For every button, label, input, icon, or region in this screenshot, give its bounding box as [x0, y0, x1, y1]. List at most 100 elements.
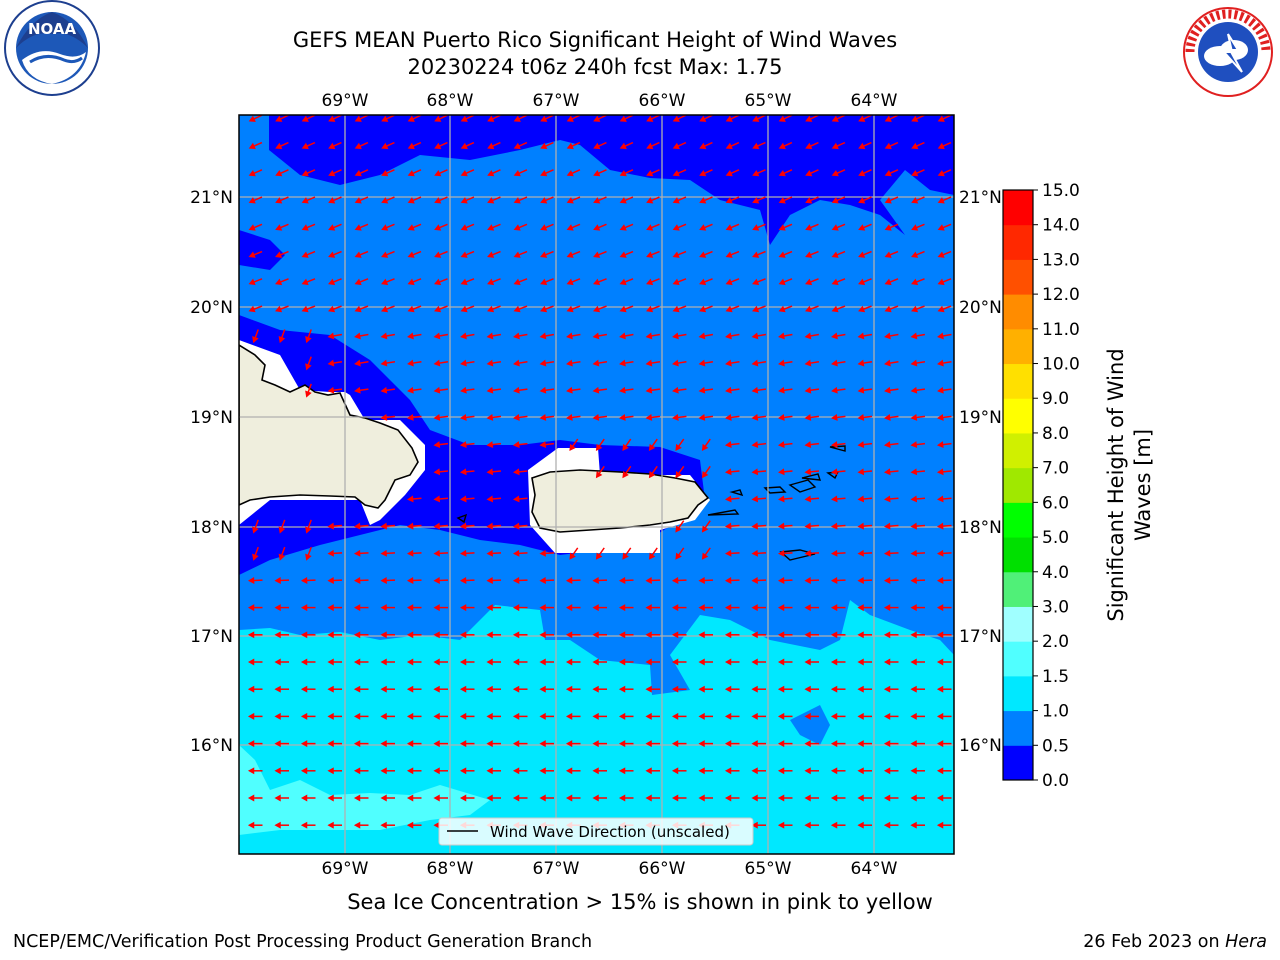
wave-direction-arrow [512, 549, 528, 557]
wave-direction-arrow [751, 549, 767, 557]
wave-direction-arrow [910, 413, 926, 421]
wave-direction-arrow [380, 359, 396, 367]
wave-direction-arrow [300, 577, 316, 584]
wave-direction-arrow [751, 631, 766, 639]
wave-direction-arrow [724, 577, 740, 584]
wave-direction-arrow [353, 821, 369, 829]
wave-direction-arrow [353, 740, 369, 748]
wave-direction-arrow [406, 821, 422, 829]
wave-direction-arrow [381, 169, 395, 177]
wave-direction-arrow [433, 767, 448, 775]
colorbar-tick-label: 1.5 [1042, 667, 1069, 687]
wave-direction-arrow [407, 250, 422, 258]
wave-direction-arrow [275, 169, 289, 177]
wave-direction-arrow [459, 604, 475, 612]
wave-direction-arrow [487, 169, 501, 177]
wave-direction-arrow [672, 141, 687, 150]
wave-direction-arrow [381, 250, 395, 258]
wave-direction-arrow [353, 767, 369, 775]
wave-direction-arrow [752, 141, 766, 150]
wave-direction-arrow [645, 685, 660, 693]
wave-direction-arrow [724, 441, 740, 449]
wave-direction-arrow [698, 740, 713, 748]
wave-direction-arrow [699, 169, 713, 177]
wave-direction-arrow [830, 604, 846, 612]
wave-direction-arrow [274, 767, 289, 775]
wave-direction-arrow [751, 305, 766, 313]
wave-direction-arrow [539, 359, 555, 367]
wave-direction-arrow [645, 413, 661, 421]
wave-direction-arrow [698, 631, 713, 639]
wave-direction-arrow [618, 712, 634, 720]
wave-direction-arrow [460, 332, 475, 340]
wave-direction-arrow [936, 495, 952, 503]
wave-direction-arrow [278, 546, 286, 561]
wave-direction-arrow [804, 441, 820, 449]
wave-direction-arrow [459, 522, 475, 530]
wave-direction-arrow [857, 305, 872, 313]
colorbar-label-line2: Waves [m] [1131, 429, 1155, 541]
lon-label-top: 64°W [851, 91, 898, 111]
wave-direction-arrow [672, 169, 687, 177]
wave-direction-arrow [381, 115, 395, 122]
wave-direction-arrow [487, 141, 501, 150]
wave-direction-arrow [857, 631, 872, 639]
map-frame [238, 114, 955, 855]
wave-direction-arrow [487, 250, 501, 258]
wave-direction-arrow [434, 169, 448, 177]
wave-direction-arrow [911, 250, 925, 258]
wave-direction-arrow [645, 767, 660, 775]
wave-direction-arrow [646, 278, 660, 286]
colorbar-segment [1003, 432, 1033, 469]
wave-direction-arrow [539, 549, 555, 557]
wave-direction-arrow [675, 465, 685, 479]
wave-direction-arrow [831, 196, 846, 204]
wave-direction-arrow [778, 413, 793, 421]
wave-direction-arrow [354, 305, 369, 313]
wave-direction-arrow [407, 305, 422, 313]
wave-direction-arrow [777, 549, 793, 557]
wave-direction-arrow [487, 223, 501, 231]
wave-direction-arrow [433, 441, 449, 449]
wave-direction-arrow [911, 278, 925, 286]
wave-direction-arrow [301, 278, 316, 286]
colorbar-segment [1003, 467, 1033, 503]
wave-direction-arrow [619, 115, 634, 122]
wave-direction-arrow [698, 305, 713, 313]
wave-direction-arrow [777, 767, 793, 775]
wave-direction-arrow [592, 631, 607, 639]
wave-direction-arrow [565, 767, 581, 775]
wave-direction-arrow [884, 386, 899, 394]
wave-direction-arrow [725, 278, 740, 286]
wave-direction-arrow [406, 577, 422, 584]
colorbar-segment [1003, 710, 1033, 746]
wave-direction-arrow [539, 740, 554, 748]
wave-direction-arrow [275, 278, 289, 286]
wave-direction-arrow [778, 169, 793, 177]
wave-direction-arrow [433, 658, 448, 666]
wave-direction-arrow [247, 577, 263, 584]
wave-direction-arrow [327, 794, 342, 802]
wave-direction-arrow [252, 546, 259, 561]
colorbar-segment [1003, 398, 1033, 434]
wave-direction-arrow [460, 141, 475, 150]
wave-direction-arrow [248, 250, 263, 258]
wave-direction-arrow [512, 604, 528, 612]
wave-direction-arrow [274, 658, 289, 666]
wave-direction-arrow [274, 305, 289, 313]
wave-direction-arrow [328, 196, 342, 204]
wave-direction-arrow [539, 332, 555, 340]
wave-direction-arrow [831, 278, 846, 286]
wave-direction-arrow [936, 468, 952, 476]
wave-direction-arrow [751, 495, 767, 503]
wave-direction-arrow [858, 250, 872, 258]
wave-direction-arrow [831, 413, 846, 421]
wave-direction-arrow [354, 196, 369, 204]
wave-direction-arrow [247, 604, 263, 612]
wave-direction-arrow [434, 223, 448, 231]
wave-direction-arrow [618, 794, 634, 802]
wave-direction-arrow [698, 332, 714, 340]
wave-direction-arrow [566, 250, 581, 258]
wave-direction-arrow [910, 821, 925, 829]
